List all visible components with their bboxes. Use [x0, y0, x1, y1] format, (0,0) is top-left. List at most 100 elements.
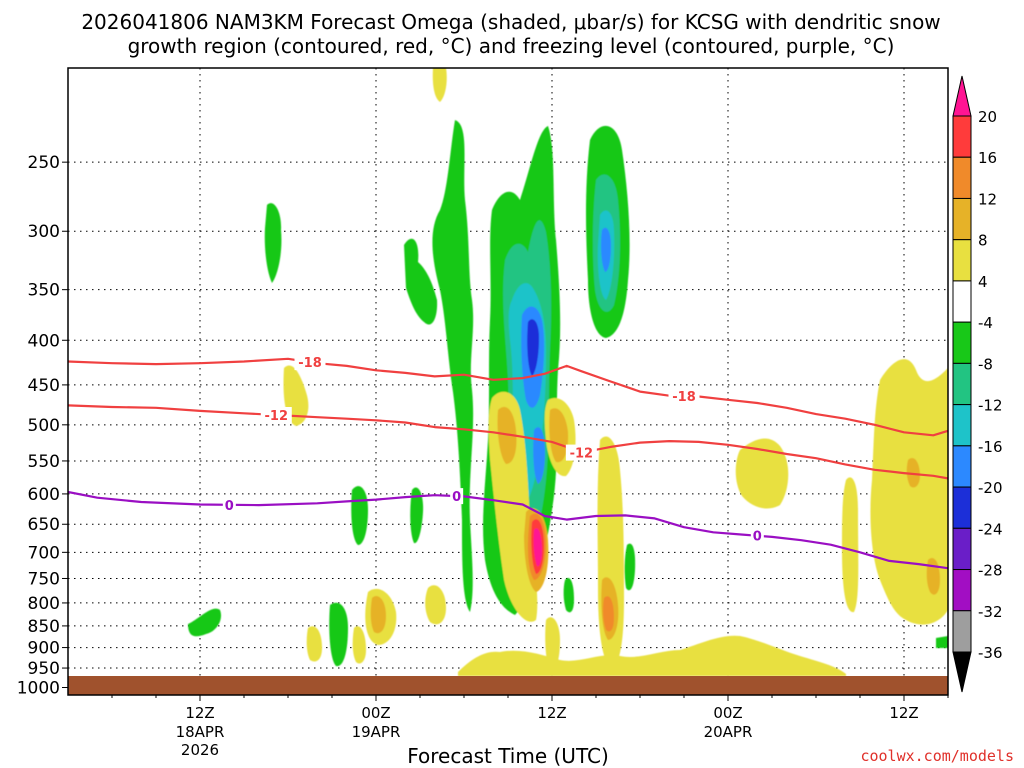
pressure-tick-label: 650: [28, 515, 60, 535]
time-tick-year: 2026: [181, 741, 219, 759]
pressure-tick-label: 250: [28, 153, 60, 173]
colorbar-band: [952, 486, 972, 529]
dendritic-minus18-label-bg: [668, 388, 700, 405]
pressure-tick-label: 750: [28, 569, 60, 589]
omega-region-green-small-5: [563, 578, 574, 613]
colorbar-band: [952, 404, 972, 447]
colorbar-label: -16: [978, 438, 1003, 456]
pressure-tick-label: 1000: [17, 678, 60, 698]
colorbar-label: 20: [978, 108, 997, 126]
colorbar-label: -8: [978, 355, 993, 373]
colorbar-band: [952, 527, 972, 571]
pressure-tick-label: 550: [28, 452, 60, 472]
time-tick-date: 20APR: [704, 723, 753, 741]
omega-region-darkblue-core: [527, 319, 539, 376]
omega-region-blue-right: [601, 227, 611, 272]
dendritic-minus12-label: -12: [265, 409, 289, 424]
omega-region-yellow-near-surface-2: [545, 617, 560, 672]
dendritic-minus12-label-bg: [565, 444, 597, 461]
colorbar-band: [952, 239, 972, 282]
colorbar-label: 12: [978, 190, 997, 208]
time-tick-date: 19APR: [352, 723, 401, 741]
omega-region-orange-7: [906, 457, 920, 488]
dendritic-minus12-label-bg: [260, 406, 292, 423]
freezing-level-0-label-bg: [750, 527, 764, 544]
omega-region-magenta-core: [533, 528, 542, 567]
pressure-tick-label: 500: [28, 416, 60, 436]
colorbar-label: 4: [978, 273, 988, 291]
omega-region-orange-5: [370, 596, 386, 634]
pressure-axis: 2503003504004505005506006507007508008509…: [17, 153, 68, 698]
dendritic-minus18-label: -18: [298, 356, 322, 371]
contour-labels: -18 -18 -12 -12 0 0 0: [222, 354, 764, 545]
freezing-level-0-label: 0: [225, 499, 234, 514]
colorbar-band: [952, 569, 972, 612]
omega-region-blue-lower: [533, 427, 545, 484]
omega-region-yellow-low-2: [425, 585, 446, 625]
colorbar-label: -32: [978, 603, 1003, 621]
freezing-level-0-label-bg: [450, 488, 464, 505]
omega-shaded-field: [188, 68, 948, 676]
colorbar-band: [952, 197, 972, 241]
omega-region-green-small-7: [936, 636, 948, 648]
dendritic-minus18-line: [68, 357, 948, 437]
time-tick-label: 12Z: [537, 704, 566, 722]
dendritic-minus18-label: -18: [672, 390, 696, 405]
omega-region-green-upper-left: [264, 203, 282, 283]
omega-region-green-small-6: [624, 543, 636, 591]
freezing-level-0-label: 0: [753, 530, 762, 545]
time-tick-date: 18APR: [176, 723, 225, 741]
colorbar-band: [952, 156, 972, 199]
x-axis-label: Forecast Time (UTC): [407, 744, 609, 768]
colorbar-band: [952, 362, 972, 406]
omega-region-green-small-2: [410, 487, 424, 544]
dendritic-minus18-label-bg: [294, 354, 326, 371]
omega-region-darkorange-2: [602, 596, 614, 632]
colorbar-bottom-arrow: [952, 651, 972, 693]
omega-region-yellow-east: [735, 438, 789, 509]
colorbar-label: -28: [978, 562, 1003, 580]
colorbar-band: [952, 610, 972, 653]
colorbar-label: -24: [978, 520, 1003, 538]
colorbar-band: [952, 321, 972, 364]
colorbar-label: -4: [978, 314, 993, 332]
colorbar-label: -36: [978, 644, 1003, 662]
omega-region-yellow-top: [432, 68, 447, 102]
pressure-tick-label: 900: [28, 639, 60, 659]
ground-surface: [68, 676, 948, 695]
pressure-tick-label: 450: [28, 376, 60, 396]
pressure-tick-label: 800: [28, 594, 60, 614]
omega-region-yellow-far-east: [870, 359, 948, 625]
dendritic-minus12-label: -12: [570, 447, 594, 462]
colorbar-label: 16: [978, 149, 997, 167]
omega-colorbar: 20 16 12 8 4 -4 -8 -12 -16 -20 -24 -28 -32 -36: [952, 75, 1003, 693]
freezing-level-0-line: [68, 490, 948, 570]
time-tick-label: 12Z: [889, 704, 918, 722]
watermark: coolwx.com/models: [860, 747, 1014, 765]
pressure-tick-label: 850: [28, 617, 60, 637]
colorbar-label: 8: [978, 232, 988, 250]
pressure-tick-label: 400: [28, 331, 60, 351]
pressure-tick-label: 350: [28, 281, 60, 301]
omega-region-green-small-4: [188, 608, 222, 637]
chart-title-line2: growth region (contoured, red, °C) and f…: [128, 34, 895, 58]
pressure-tick-label: 600: [28, 485, 60, 505]
pressure-tick-label: 300: [28, 222, 60, 242]
colorbar-band: [952, 115, 972, 158]
time-tick-label: 00Z: [361, 704, 390, 722]
colorbar-label: -20: [978, 479, 1003, 497]
pressure-tick-label: 950: [28, 659, 60, 679]
omega-region-green-small-3: [329, 602, 348, 667]
freezing-level-0-label-bg: [222, 496, 236, 513]
omega-region-orange-2: [549, 408, 569, 463]
colorbar-band: [952, 280, 972, 323]
colorbar-band: [952, 445, 972, 488]
freezing-level-0-label: 0: [452, 490, 461, 505]
omega-region-green-upper-mid: [404, 238, 438, 325]
omega-region-yellow-low-3: [306, 626, 322, 662]
colorbar-top-arrow: [952, 75, 972, 117]
time-tick-label: 12Z: [185, 704, 214, 722]
omega-region-yellow-low-4: [352, 626, 366, 664]
